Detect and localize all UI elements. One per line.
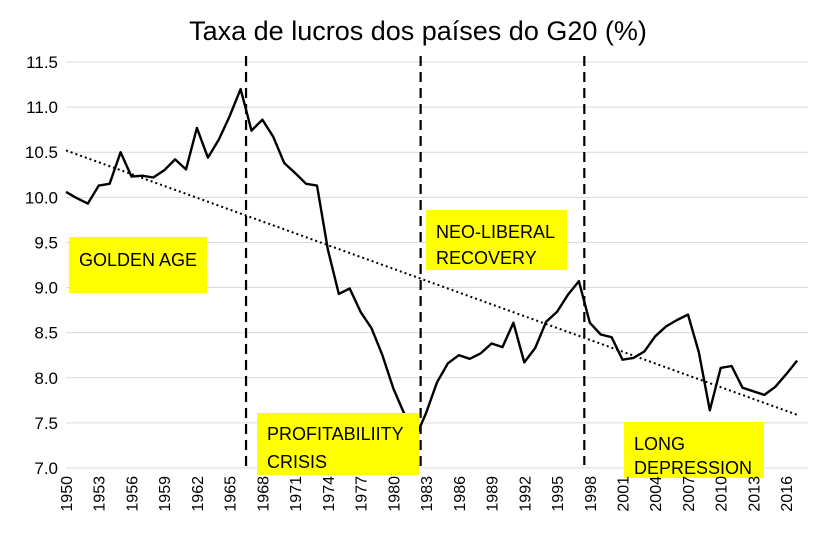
annotations: GOLDEN AGE PROFITABILIITY CRISIS NEO-LIBERA… xyxy=(69,210,764,478)
y-tick-label: 11.5 xyxy=(26,53,58,72)
x-tick-label: 1950 xyxy=(59,476,76,512)
x-tick-label: 1980 xyxy=(386,476,403,512)
x-tick-label: 2013 xyxy=(746,476,763,512)
annotation-label: GOLDEN AGE xyxy=(79,250,197,270)
x-tick-label: 1965 xyxy=(223,476,240,512)
chart-title: Taxa de lucros dos países do G20 (%) xyxy=(189,16,647,46)
x-tick-label: 1977 xyxy=(354,476,371,512)
y-tick-label: 8.5 xyxy=(34,324,58,343)
annotation-box xyxy=(257,413,419,475)
annotation-box xyxy=(426,210,567,270)
y-tick-label: 11.0 xyxy=(26,98,58,117)
y-axis-ticks: 7.0 7.5 8.0 8.5 9.0 9.5 10.0 10.5 11.0 11.5 xyxy=(25,53,58,478)
y-tick-label: 7.5 xyxy=(34,414,58,433)
x-tick-label: 2010 xyxy=(714,476,731,512)
annotation-1: GOLDEN AGE xyxy=(69,237,207,293)
x-tick-label: 1989 xyxy=(485,476,502,512)
annotation-label: LONG DEPRESSION xyxy=(634,434,752,478)
y-tick-label: 9.5 xyxy=(34,233,58,252)
x-tick-label: 1968 xyxy=(255,476,272,512)
x-tick-label: 1998 xyxy=(583,476,600,512)
period-dividers xyxy=(244,56,586,470)
x-tick-label: 1971 xyxy=(288,476,305,512)
y-tick-label: 10.5 xyxy=(25,143,58,162)
annotation-4: LONG DEPRESSION xyxy=(624,422,764,478)
y-tick-label: 10.0 xyxy=(25,188,58,207)
x-tick-label: 1986 xyxy=(452,476,469,512)
x-tick-label: 1962 xyxy=(190,476,207,512)
annotation-3: NEO-LIBERAL RECOVERY xyxy=(426,210,567,270)
x-tick-label: 2007 xyxy=(681,476,698,512)
x-tick-label: 1953 xyxy=(92,476,109,512)
annotation-2: PROFITABILIITY CRISIS xyxy=(257,413,419,475)
series xyxy=(65,87,799,440)
x-tick-label: 1956 xyxy=(124,476,141,512)
annotation-label: NEO-LIBERAL RECOVERY xyxy=(436,222,555,268)
annotation-label: PROFITABILIITY CRISIS xyxy=(267,424,404,472)
x-tick-label: 2016 xyxy=(779,476,796,512)
annotation-box xyxy=(624,422,764,478)
x-tick-label: 2004 xyxy=(648,476,665,512)
x-axis-ticks: 1950 1953 1956 1959 1962 1965 1968 1971 1974 1977… xyxy=(59,476,796,512)
annotation-box xyxy=(69,237,207,293)
x-tick-label: 1995 xyxy=(550,476,567,512)
x-tick-label: 1983 xyxy=(419,476,436,512)
y-tick-label: 7.0 xyxy=(34,459,58,478)
y-tick-label: 8.0 xyxy=(34,369,58,388)
profit-rate-line xyxy=(65,87,799,440)
x-tick-label: 1992 xyxy=(517,476,534,512)
y-tick-label: 9.0 xyxy=(34,279,58,298)
x-tick-label: 2001 xyxy=(616,476,633,512)
x-tick-label: 1974 xyxy=(321,476,338,512)
x-tick-label: 1959 xyxy=(157,476,174,512)
